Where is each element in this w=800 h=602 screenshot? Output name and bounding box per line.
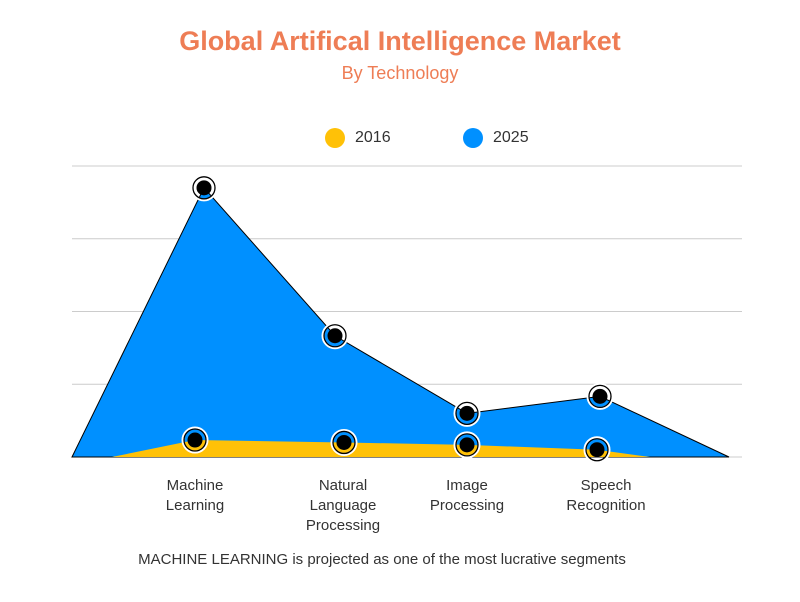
point-2025-natural-language-processing-halo — [321, 322, 349, 350]
area-series-2025 — [71, 186, 730, 458]
legend-swatch-2025 — [463, 128, 483, 148]
area-series-2016 — [112, 440, 650, 457]
point-2016-image-processing-ring — [455, 433, 479, 457]
legend-item-2016[interactable]: 2016 — [325, 127, 391, 149]
point-2016-natural-language-processing-halo — [330, 428, 358, 456]
point-2016-machine-learning — [187, 432, 203, 448]
point-2025-image-processing-halo — [453, 399, 481, 427]
point-2025-speech-recognition — [592, 388, 608, 404]
point-2016-natural-language-processing — [336, 434, 352, 450]
category-label-speech-recognition: Speech Recognition — [566, 477, 646, 514]
point-2025-image-processing-ring — [455, 401, 479, 426]
point-2016-image-processing-halo — [453, 431, 481, 459]
category-label-image-processing: Image Processing — [429, 477, 505, 514]
point-2016-speech-recognition-ring — [585, 438, 609, 462]
point-2016-speech-recognition-halo — [583, 436, 611, 464]
legend-swatch-2016 — [325, 128, 345, 148]
point-2025-image-processing — [459, 405, 475, 421]
point-2016-natural-language-processing-ring — [332, 430, 356, 455]
legend-label-2025: 2025 — [493, 129, 529, 146]
point-2025-speech-recognition-ring — [588, 384, 612, 409]
footnote: MACHINE LEARNING is projected as one of … — [138, 551, 626, 568]
point-2025-machine-learning-ring — [192, 176, 216, 200]
legend-item-2025[interactable]: 2025 — [463, 127, 529, 149]
point-2025-speech-recognition-halo — [586, 382, 614, 410]
point-2025-machine-learning — [196, 180, 212, 196]
point-2025-natural-language-processing — [327, 328, 343, 344]
point-2025-machine-learning-halo — [190, 174, 218, 202]
category-label-machine-learning: Machine Learning — [165, 477, 225, 514]
point-2016-machine-learning-ring — [183, 428, 207, 452]
point-2016-speech-recognition — [589, 442, 605, 458]
chart-subtitle: By Technology — [341, 63, 459, 83]
point-2016-image-processing — [459, 437, 475, 453]
category-label-natural-language-processing: Natural Language Processing — [305, 477, 381, 534]
point-2016-machine-learning-halo — [181, 426, 209, 454]
chart-title: Global Artifical Intelligence Market — [179, 26, 621, 56]
point-2025-natural-language-processing-ring — [323, 324, 347, 348]
legend-label-2016: 2016 — [355, 129, 391, 146]
